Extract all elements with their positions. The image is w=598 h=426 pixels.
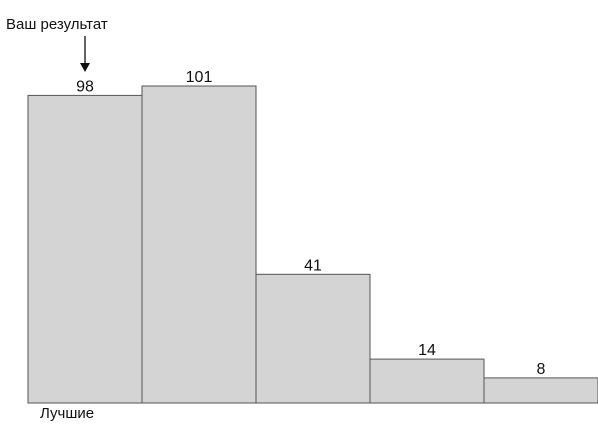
bars-group <box>27 85 598 404</box>
annotation-arrow-head <box>80 63 90 72</box>
bar-1 <box>141 85 257 404</box>
bar-value-label-3: 14 <box>418 342 436 359</box>
bar-2 <box>255 273 371 404</box>
bar-value-label-4: 8 <box>537 361 546 378</box>
bar-3 <box>369 358 485 404</box>
value-labels-group: 98 101 41 14 8 <box>76 69 545 378</box>
bar-4 <box>483 377 598 404</box>
bar-value-label-1: 101 <box>186 69 213 86</box>
bar-0 <box>27 94 143 404</box>
best-label: Лучшие <box>40 405 94 422</box>
bar-value-label-0: 98 <box>76 78 94 95</box>
your-result-annotation: Ваш результат <box>6 16 108 33</box>
bar-value-label-2: 41 <box>304 257 322 274</box>
